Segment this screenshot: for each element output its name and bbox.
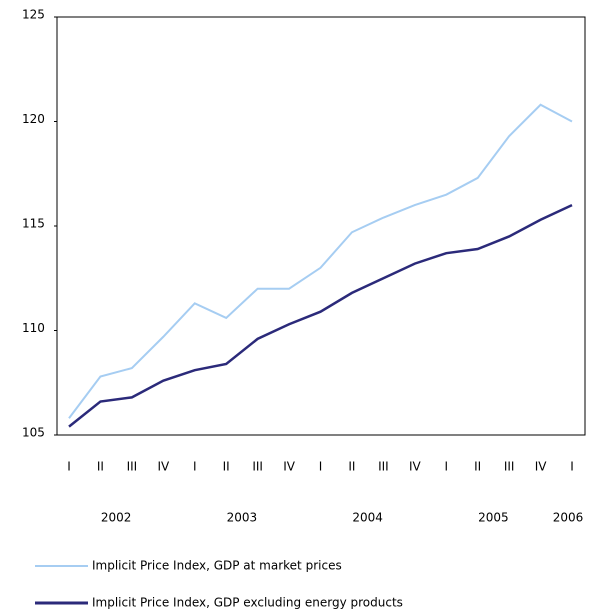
series-line xyxy=(68,203,573,428)
year-label: 2006 xyxy=(553,511,584,525)
x-tick-label: III xyxy=(504,460,515,474)
legend-label: Implicit Price Index, GDP at market pric… xyxy=(92,559,342,573)
x-tick-label: I xyxy=(193,460,197,474)
year-label: 2005 xyxy=(478,511,509,525)
x-tick-label: I xyxy=(319,460,323,474)
y-tick-label: 125 xyxy=(22,8,45,22)
x-tick-label: IV xyxy=(157,460,170,474)
y-tick-label: 120 xyxy=(22,112,45,126)
y-tick-label: 110 xyxy=(22,321,45,335)
x-tick-label: IV xyxy=(409,460,422,474)
legend-label: Implicit Price Index, GDP excluding ener… xyxy=(92,596,403,610)
x-tick-label: IV xyxy=(535,460,548,474)
year-label: 2003 xyxy=(227,511,258,525)
y-tick-label: 105 xyxy=(22,426,45,440)
x-tick-label: III xyxy=(378,460,389,474)
year-label: 2004 xyxy=(352,511,383,525)
year-label: 2002 xyxy=(101,511,132,525)
x-tick-label: III xyxy=(127,460,138,474)
x-tick-label: II xyxy=(348,460,355,474)
plot-frame xyxy=(56,16,586,436)
x-tick-label: I xyxy=(570,460,574,474)
y-tick-label: 115 xyxy=(22,217,45,231)
x-tick-label: I xyxy=(67,460,71,474)
x-tick-label: II xyxy=(474,460,481,474)
x-tick-label: II xyxy=(223,460,230,474)
x-tick-label: III xyxy=(252,460,263,474)
x-tick-label: IV xyxy=(283,460,296,474)
x-tick-label: II xyxy=(97,460,104,474)
x-tick-label: I xyxy=(444,460,448,474)
series-line xyxy=(68,103,573,419)
